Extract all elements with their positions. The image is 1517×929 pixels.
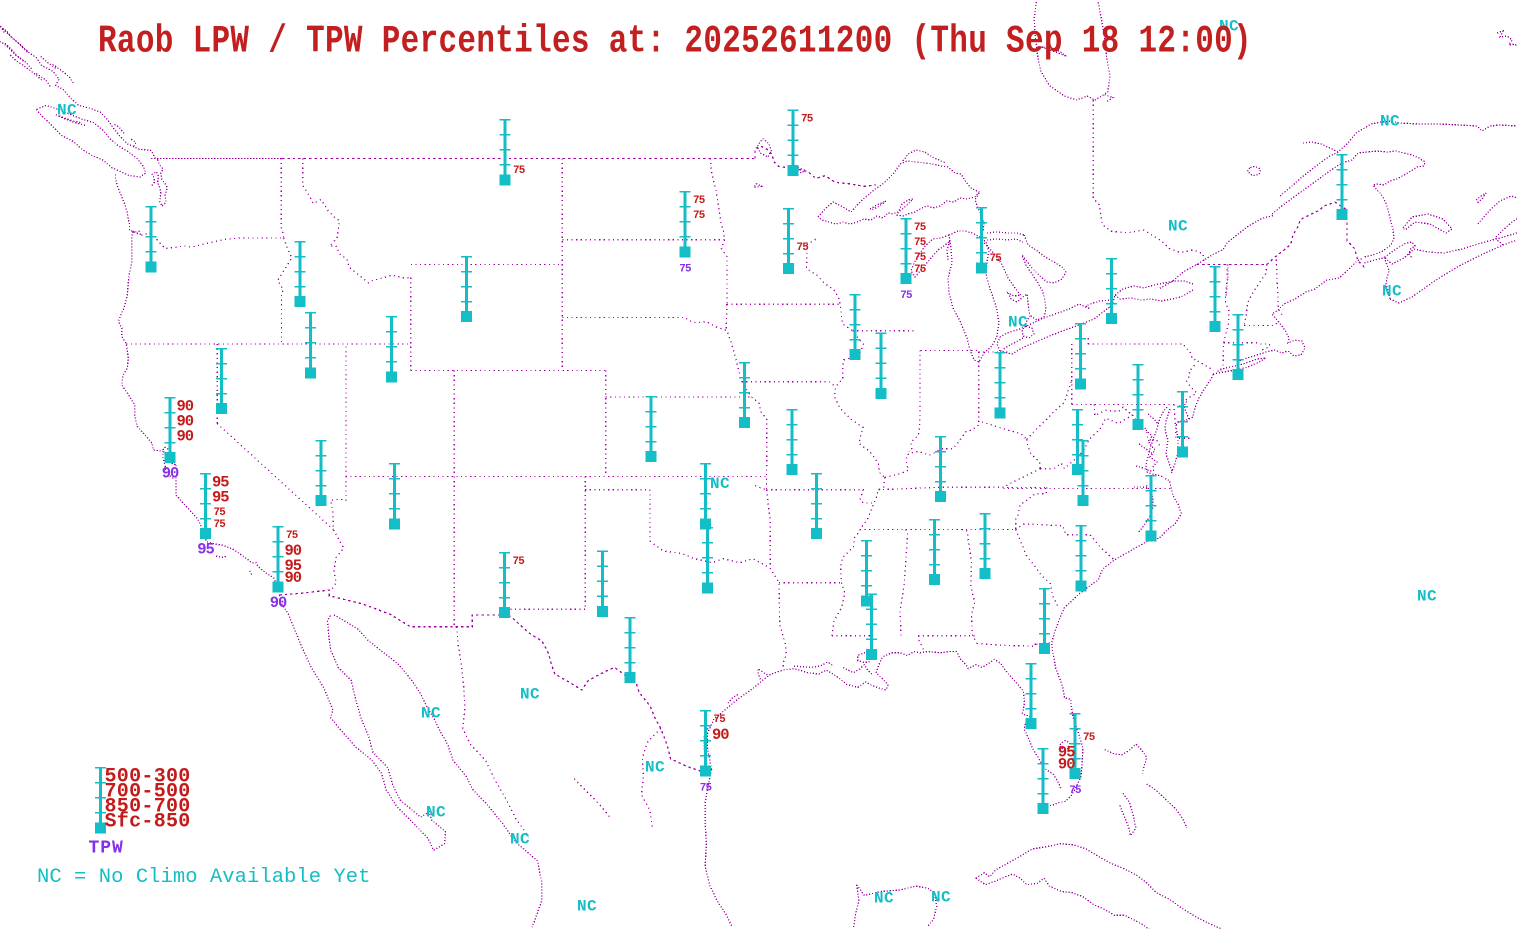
- svg-text:850-700: 850-700: [105, 795, 191, 818]
- svg-text:95: 95: [197, 541, 214, 559]
- svg-text:90: 90: [285, 542, 302, 560]
- svg-text:90: 90: [177, 427, 194, 445]
- svg-text:95: 95: [212, 488, 229, 506]
- svg-text:NC: NC: [577, 898, 597, 916]
- svg-text:75: 75: [286, 530, 298, 542]
- svg-text:75: 75: [214, 507, 226, 519]
- svg-text:75: 75: [914, 252, 926, 264]
- svg-text:NC: NC: [1008, 314, 1028, 332]
- svg-text:90: 90: [712, 726, 729, 744]
- svg-text:75: 75: [914, 222, 926, 234]
- svg-text:90: 90: [285, 569, 302, 587]
- svg-text:TPW: TPW: [89, 839, 124, 859]
- svg-text:90: 90: [1058, 755, 1075, 773]
- svg-text:700-500: 700-500: [105, 780, 191, 803]
- svg-text:NC = No Climo Available Yet: NC = No Climo Available Yet: [37, 866, 371, 889]
- svg-text:90: 90: [177, 397, 194, 415]
- svg-text:NC: NC: [426, 804, 446, 822]
- svg-text:NC: NC: [1219, 18, 1239, 36]
- svg-text:75: 75: [797, 242, 809, 254]
- svg-text:NC: NC: [1382, 283, 1402, 301]
- svg-text:90: 90: [270, 594, 287, 612]
- svg-text:75: 75: [513, 165, 525, 177]
- svg-text:75: 75: [1083, 732, 1095, 744]
- svg-text:75: 75: [214, 519, 226, 531]
- svg-text:75: 75: [700, 783, 712, 795]
- svg-text:95: 95: [212, 473, 229, 491]
- svg-text:75: 75: [1069, 785, 1081, 797]
- svg-text:95: 95: [1058, 743, 1075, 761]
- svg-text:NC: NC: [1417, 588, 1437, 606]
- svg-text:NC: NC: [874, 890, 894, 908]
- svg-text:90: 90: [177, 412, 194, 430]
- svg-text:NC: NC: [510, 831, 530, 849]
- svg-text:NC: NC: [1380, 113, 1400, 131]
- svg-text:75: 75: [914, 264, 926, 276]
- svg-text:75: 75: [914, 237, 926, 249]
- svg-text:NC: NC: [421, 705, 441, 723]
- svg-text:NC: NC: [710, 475, 730, 493]
- svg-text:NC: NC: [931, 889, 951, 907]
- svg-text:75: 75: [513, 556, 525, 568]
- svg-text:75: 75: [900, 290, 912, 302]
- svg-text:Sfc-850: Sfc-850: [105, 810, 191, 833]
- svg-text:NC: NC: [520, 686, 540, 704]
- svg-text:NC: NC: [1168, 218, 1188, 236]
- svg-text:500-300: 500-300: [105, 765, 191, 788]
- svg-text:90: 90: [162, 465, 179, 483]
- svg-text:75: 75: [679, 264, 691, 276]
- svg-text:Raob LPW / TPW Percentiles at:: Raob LPW / TPW Percentiles at: 202526112…: [98, 19, 1252, 63]
- svg-text:75: 75: [693, 195, 705, 207]
- svg-text:75: 75: [990, 253, 1002, 265]
- svg-text:NC: NC: [645, 759, 665, 777]
- svg-text:75: 75: [714, 714, 726, 726]
- svg-text:NC: NC: [57, 102, 77, 120]
- svg-text:95: 95: [285, 557, 302, 575]
- svg-text:75: 75: [801, 114, 813, 126]
- svg-text:75: 75: [693, 210, 705, 222]
